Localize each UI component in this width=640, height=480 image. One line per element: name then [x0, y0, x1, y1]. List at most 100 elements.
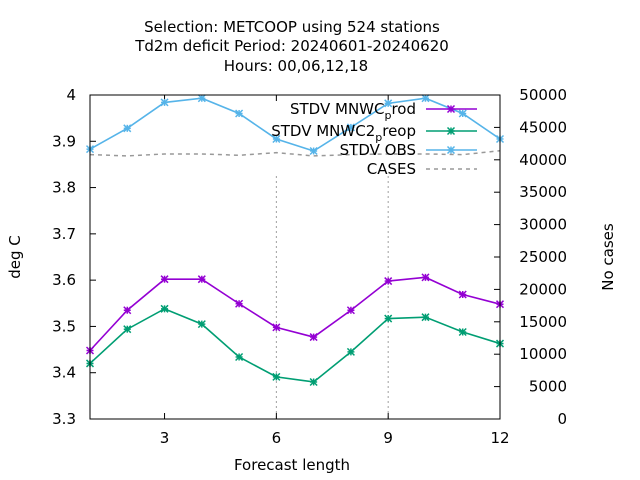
y-tick-label-1: 3.4	[52, 364, 76, 382]
legend-entry-2: STDV OBS	[340, 141, 477, 159]
legend-label-2: STDV OBS	[340, 141, 416, 159]
point-2-6-stroke-3	[309, 146, 318, 156]
axis-ticks: 3 6 9 12 3.3 3.4 3.5 3.6 3.7 3.8 3.9 4 0 5000 10000 150…	[52, 86, 567, 447]
point-0-6-stroke-3	[309, 333, 318, 342]
point-0-7	[346, 306, 355, 315]
point-2-1-stroke-3	[123, 124, 132, 133]
legend-marker-1-stroke-3	[446, 126, 456, 136]
series-lines	[85, 94, 505, 387]
point-2-1	[123, 124, 132, 133]
x-tick-label-6: 6	[272, 429, 282, 447]
point-2-8-stroke-3	[384, 99, 393, 108]
series-2	[85, 94, 505, 156]
series-line-0	[89, 276, 501, 352]
legend-label-base-0: STDV MNWC	[290, 100, 384, 118]
x-tick-label-3: 3	[160, 429, 170, 447]
y2-tick-label-10000: 10000	[519, 345, 567, 363]
point-2-2-stroke-3	[160, 98, 169, 107]
point-2-3	[197, 94, 206, 103]
point-2-5-stroke-3	[272, 134, 281, 144]
point-1-4	[235, 352, 244, 362]
legend-label-tail-1: reop	[382, 122, 416, 140]
y-tick-label-4: 3.7	[52, 225, 76, 243]
y-tick-label-3: 3.6	[52, 271, 76, 289]
point-2-6	[309, 146, 318, 156]
legend-marker-2	[446, 145, 456, 155]
legend-label-sub-1: p	[375, 131, 382, 144]
point-1-2	[160, 304, 169, 313]
series-line-2	[89, 97, 501, 152]
point-1-6	[309, 377, 318, 387]
legend-marker-0	[446, 104, 456, 114]
chart-title: Selection: METCOOP using 524 stations Td…	[134, 18, 449, 75]
point-2-4	[235, 109, 244, 118]
point-2-7-stroke-3	[346, 123, 355, 132]
point-1-2-stroke-3	[160, 304, 169, 313]
legend-label-base-3: CASES	[367, 160, 416, 178]
x-axis-label: Forecast length	[234, 456, 350, 474]
point-0-1	[123, 306, 132, 315]
point-2-10-stroke-3	[458, 109, 467, 118]
series-line-3	[89, 149, 501, 157]
point-1-7-stroke-3	[346, 347, 355, 356]
y2-tick-label-50000: 50000	[519, 86, 567, 104]
point-1-8-stroke-3	[384, 314, 393, 323]
y2-tick-label-30000: 30000	[519, 216, 567, 234]
point-1-1-stroke-3	[123, 325, 132, 334]
y2-tick-label-35000: 35000	[519, 183, 567, 201]
point-1-10-stroke-3	[458, 327, 467, 337]
y2-tick-label-25000: 25000	[519, 248, 567, 266]
legend-label-sub-0: p	[384, 109, 391, 122]
point-2-4-stroke-3	[235, 109, 244, 118]
point-1-3	[197, 320, 206, 329]
point-0-6	[309, 333, 318, 342]
point-0-9	[421, 273, 430, 282]
point-2-10	[458, 109, 467, 118]
series-line-1	[89, 307, 501, 383]
legend-entry-0: STDV MNWCprod	[290, 100, 477, 122]
title-line-1: Selection: METCOOP using 524 stations	[144, 18, 440, 36]
legend-marker-0-stroke-3	[446, 104, 456, 114]
point-2-2	[160, 98, 169, 107]
point-1-4-stroke-3	[235, 352, 244, 362]
grid	[275, 176, 389, 419]
legend-label-base-2: STDV OBS	[340, 141, 416, 159]
point-1-9-stroke-3	[421, 313, 430, 322]
legend-label-1: STDV MNWC2preop	[271, 122, 416, 144]
y-tick-label-5: 3.8	[52, 179, 76, 197]
point-1-5	[272, 372, 281, 381]
y-tick-label-2: 3.5	[52, 317, 76, 335]
point-2-8	[384, 99, 393, 108]
point-1-6-stroke-3	[309, 377, 318, 387]
y-axis-label: deg C	[6, 235, 24, 279]
point-2-9	[421, 94, 430, 103]
point-0-4-stroke-3	[235, 299, 244, 308]
legend-label-tail-0: rod	[391, 100, 416, 118]
legend-entry-1: STDV MNWC2preop	[271, 122, 477, 144]
legend-label-3: CASES	[367, 160, 416, 178]
point-0-2-stroke-3	[160, 275, 169, 284]
point-2-3-stroke-3	[197, 94, 206, 103]
point-1-3-stroke-3	[197, 320, 206, 329]
legend-label-base-1: STDV MNWC2	[271, 122, 375, 140]
point-1-8	[384, 314, 393, 323]
plot-frame	[89, 94, 501, 420]
y2-tick-label-45000: 45000	[519, 118, 567, 136]
title-line-2: Td2m deficit Period: 20240601-20240620	[134, 37, 449, 55]
y2-tick-label-20000: 20000	[519, 280, 567, 298]
point-0-8-stroke-3	[384, 277, 393, 286]
point-0-7-stroke-3	[346, 306, 355, 315]
y2-tick-label-40000: 40000	[519, 151, 567, 169]
point-0-10-stroke-3	[458, 290, 467, 299]
x-tick-label-12: 12	[490, 429, 509, 447]
series-0	[85, 273, 505, 355]
y2-axis-label: No cases	[599, 223, 617, 291]
point-1-9	[421, 313, 430, 322]
point-0-10	[458, 290, 467, 299]
y-tick-label-7: 4	[66, 86, 76, 104]
point-1-1	[123, 325, 132, 334]
point-0-3	[197, 275, 206, 284]
x-tick-label-9: 9	[383, 429, 393, 447]
legend-marker-2-stroke-3	[446, 145, 456, 155]
